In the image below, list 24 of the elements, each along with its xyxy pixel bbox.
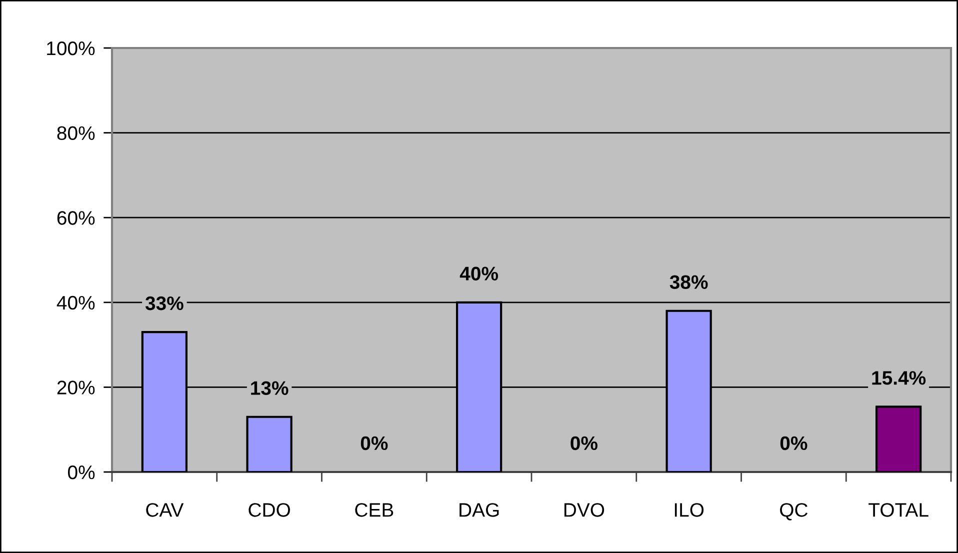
bar [875, 406, 922, 472]
data-label: 0% [780, 436, 808, 450]
data-label: 0% [570, 436, 598, 450]
data-label: 40% [460, 266, 498, 280]
x-tick-label: CDO [248, 503, 290, 517]
x-tick-label: CEB [355, 503, 394, 517]
y-tick-label: 40% [56, 296, 95, 310]
data-label: 38% [670, 275, 708, 290]
y-tick-label: 80% [57, 126, 95, 140]
bar [246, 416, 292, 472]
x-tick-label: TOTAL [868, 503, 928, 517]
y-tick-label: 20% [57, 380, 95, 394]
x-tick-label: ILO [674, 503, 704, 517]
data-label: 15.4% [872, 371, 926, 385]
y-tick-label: 100% [47, 41, 95, 56]
y-tick-label: 60% [57, 211, 95, 225]
y-tick-label: 0% [68, 465, 95, 480]
data-label: 0% [360, 436, 388, 450]
x-tick-label: DAG [460, 503, 499, 517]
x-tick-label: CAV [146, 503, 184, 517]
data-label: 33% [145, 296, 184, 310]
data-label: 13% [251, 381, 288, 396]
x-tick-label: QC [780, 503, 808, 520]
x-tick-label: DVO [564, 503, 604, 517]
